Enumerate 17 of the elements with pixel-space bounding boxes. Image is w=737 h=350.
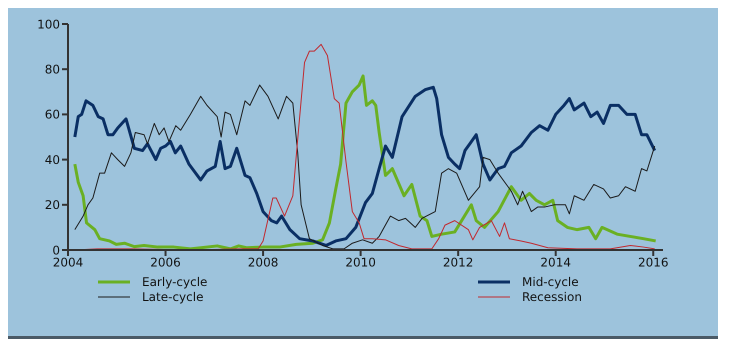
y-tick-label: 20 <box>44 198 60 212</box>
y-tick-label: 60 <box>44 108 60 122</box>
x-tick-label: 2010 <box>345 256 376 270</box>
x-tick-label: 2014 <box>540 256 571 270</box>
legend-label: Mid-cycle <box>522 274 579 288</box>
x-tick-label: 2012 <box>442 256 474 270</box>
x-tick-label: 2004 <box>52 256 84 270</box>
legend-label: Early-cycle <box>142 274 208 288</box>
legend-label: Late-cycle <box>142 290 204 304</box>
y-tick-label: 40 <box>44 152 60 167</box>
y-tick-label: 80 <box>44 62 60 76</box>
x-tick-label: 2008 <box>248 256 278 270</box>
x-tick-label: 2006 <box>150 256 181 270</box>
y-tick-label: 100 <box>37 17 60 32</box>
x-tick-label: 2016 <box>638 256 669 270</box>
y-tick-label: 0 <box>52 243 60 258</box>
legend-label: Recession <box>522 290 582 304</box>
